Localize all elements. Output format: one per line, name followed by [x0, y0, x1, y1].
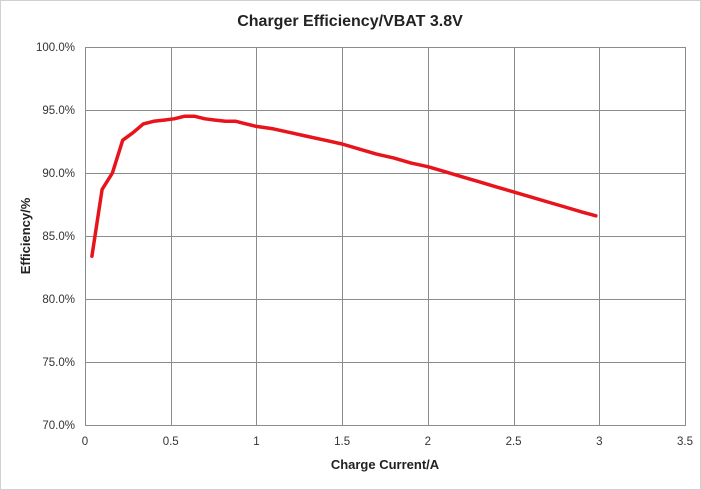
x-tick-label: 1 — [253, 436, 259, 448]
x-tick-label: 0 — [82, 436, 88, 448]
y-tick-label: 95.0% — [42, 105, 75, 117]
y-tick-label: 90.0% — [42, 168, 75, 180]
x-tick-label: 3 — [596, 436, 602, 448]
x-axis-label: Charge Current/A — [331, 457, 440, 472]
grid-lines — [85, 47, 686, 426]
y-tick-label: 85.0% — [42, 231, 75, 243]
x-axis-tick-labels: 0 0.5 1 1.5 2 2.5 3 3.5 — [82, 436, 693, 448]
y-tick-label: 75.0% — [42, 357, 75, 369]
y-tick-label: 70.0% — [42, 420, 75, 432]
plot-area-border — [85, 47, 686, 426]
x-tick-label: 2.5 — [506, 436, 522, 448]
x-tick-label: 3.5 — [677, 436, 693, 448]
x-tick-label: 2 — [425, 436, 431, 448]
y-tick-label: 100.0% — [36, 42, 75, 54]
x-tick-label: 1.5 — [334, 436, 350, 448]
y-axis-tick-labels: 70.0% 75.0% 80.0% 85.0% 90.0% 95.0% 100.0% — [36, 42, 75, 432]
y-tick-label: 80.0% — [42, 294, 75, 306]
y-axis-label: Efficiency/% — [18, 197, 33, 274]
chart-title: Charger Efficiency/VBAT 3.8V — [237, 13, 463, 30]
data-series — [90, 114, 598, 258]
efficiency-series-line — [90, 114, 598, 258]
x-tick-label: 0.5 — [163, 436, 179, 448]
